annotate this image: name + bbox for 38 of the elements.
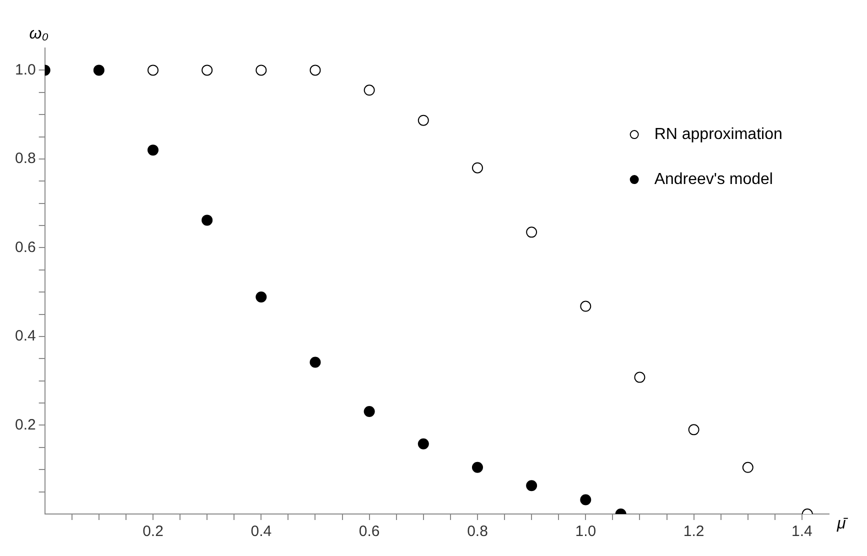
point [148,144,159,156]
point [93,64,104,76]
point [580,494,592,506]
x-axis-title: μ̄ [836,515,849,532]
point [256,291,267,302]
x-tick-label: 0.4 [250,523,272,540]
point [310,356,321,368]
y-tick-label: 0.2 [14,416,36,434]
point [310,64,321,76]
point [526,226,538,238]
point [418,114,429,126]
point [364,84,375,96]
point [526,480,538,492]
x-tick-label: 1.0 [575,523,596,540]
point [580,300,592,312]
point [634,372,646,383]
y-tick-label: 0.4 [14,328,36,345]
y-tick-label: 1.0 [14,61,36,78]
x-tick-label: 0.8 [467,523,488,540]
point [742,462,754,473]
x-tick-label: 0.6 [358,523,380,540]
point [148,64,159,76]
point [472,162,483,174]
point [472,462,483,473]
y-tick-label: 0.6 [14,238,36,256]
point [256,64,267,76]
point [688,424,700,436]
legend-label: RN approximation [654,126,782,143]
point [202,214,213,226]
point [364,406,375,417]
y-tick-label: 0.8 [14,150,36,168]
x-tick-label: 1.2 [683,523,704,540]
point [418,438,429,450]
point [202,64,213,76]
x-tick-label: 0.2 [142,523,164,540]
x-tick-label: 1.4 [792,523,812,540]
legend-label: Andreev's model [654,170,773,188]
y-axis-title: ω₀ [29,25,49,42]
